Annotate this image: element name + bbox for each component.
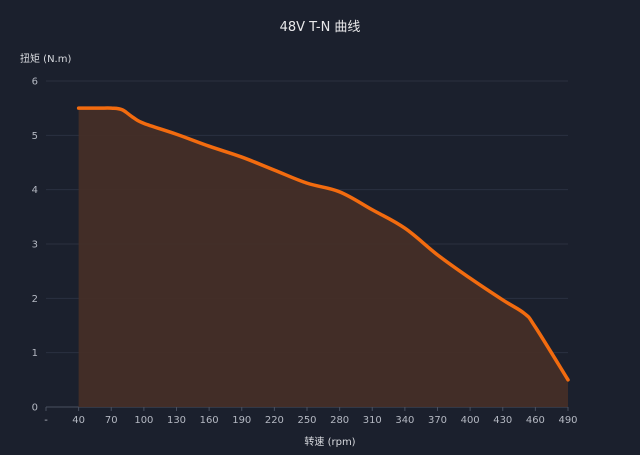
x-tick-label: - xyxy=(44,415,48,426)
y-tick-label: 5 xyxy=(32,131,38,142)
chart-title: 48V T-N 曲线 xyxy=(279,20,361,35)
x-tick-label: 70 xyxy=(105,415,118,426)
x-tick-label: 430 xyxy=(493,415,512,426)
x-tick-label: 100 xyxy=(134,415,153,426)
x-tick-label: 400 xyxy=(461,415,480,426)
x-axis-label: 转速 (rpm) xyxy=(304,437,356,448)
y-tick-label: 6 xyxy=(32,77,38,88)
x-tick-label: 310 xyxy=(363,415,382,426)
x-tick-label: 190 xyxy=(232,415,251,426)
x-tick-label: 490 xyxy=(558,415,577,426)
x-tick-label: 250 xyxy=(297,415,316,426)
y-tick-label: 1 xyxy=(32,348,38,359)
x-tick-label: 370 xyxy=(428,415,447,426)
x-tick-label: 340 xyxy=(395,415,414,426)
x-tick-label: 220 xyxy=(265,415,284,426)
y-axis-label: 扭矩 (N.m) xyxy=(20,54,72,65)
x-tick-label: 460 xyxy=(526,415,545,426)
x-tick-label: 160 xyxy=(200,415,219,426)
x-tick-label: 280 xyxy=(330,415,349,426)
y-tick-label: 3 xyxy=(32,240,38,251)
y-tick-label: 0 xyxy=(32,403,38,414)
y-tick-label: 4 xyxy=(32,185,38,196)
x-tick-label: 130 xyxy=(167,415,186,426)
y-tick-label: 2 xyxy=(32,294,38,305)
area-fill xyxy=(78,108,568,408)
series-line xyxy=(76,106,570,382)
x-tick-label: 40 xyxy=(72,415,85,426)
